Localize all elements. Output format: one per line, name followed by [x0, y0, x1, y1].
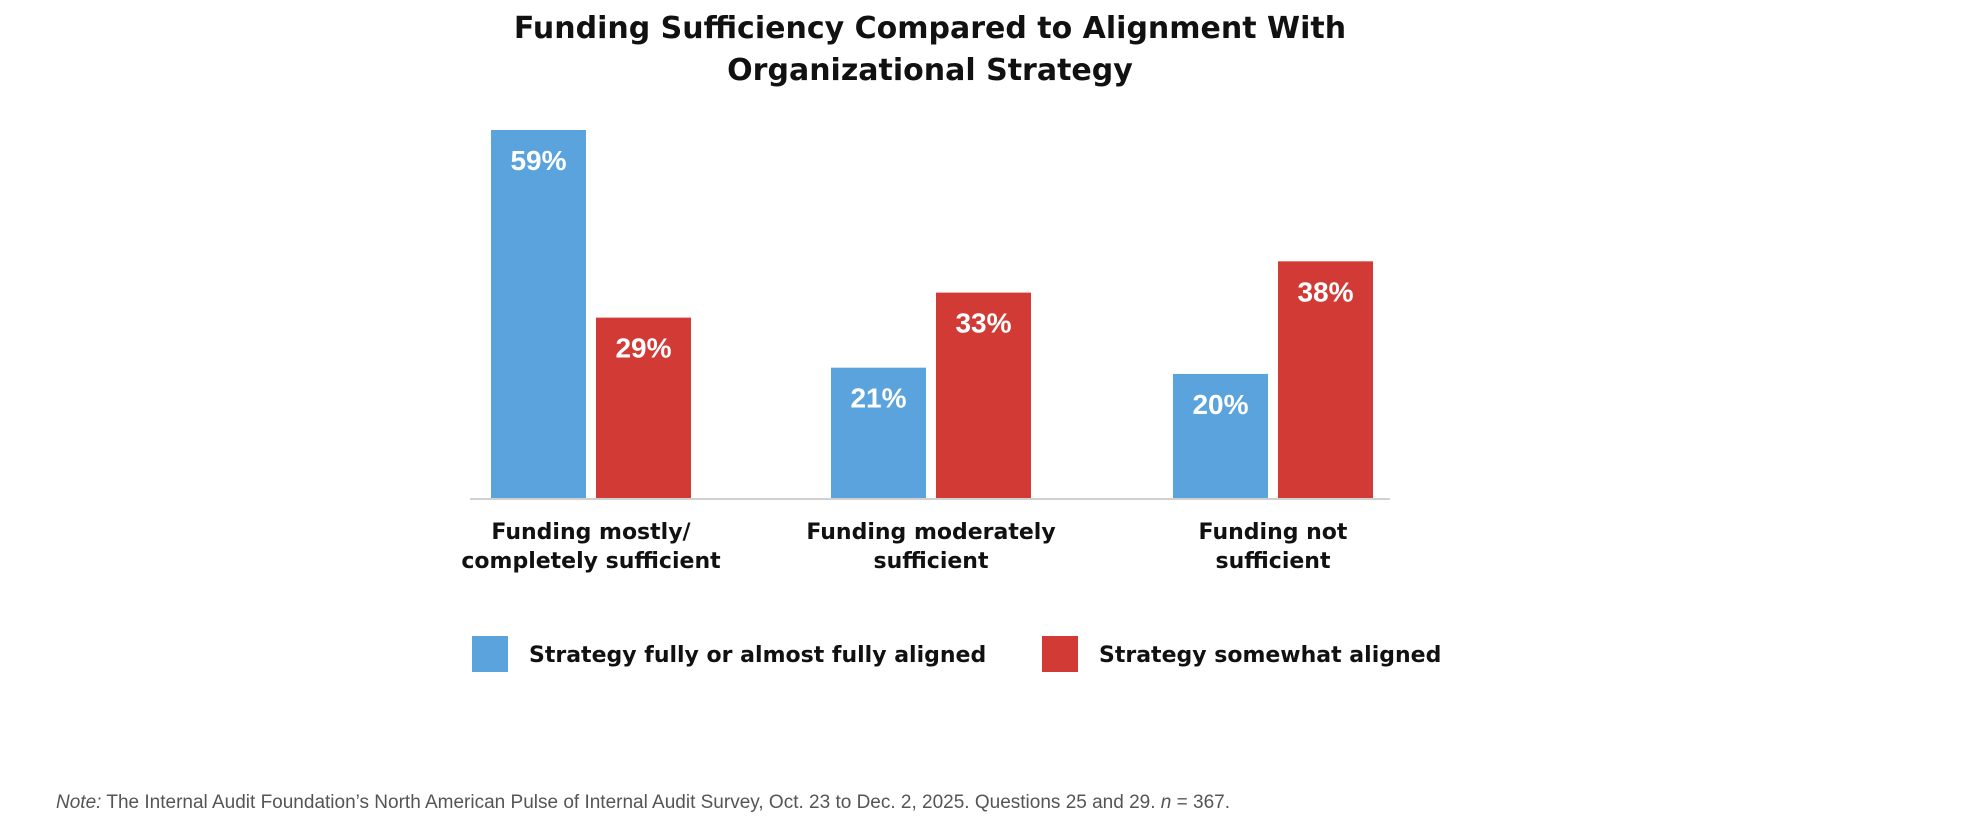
bar-series2-cat1 — [596, 317, 691, 499]
legend-label: Strategy fully or almost fully aligned — [529, 643, 986, 668]
category-label: completely sufficient — [461, 549, 721, 574]
note-n-text: = 367. — [1176, 792, 1230, 813]
bar-value-label: 20% — [1192, 389, 1248, 420]
bars-group: 59% 29% 21% 33% 20% 38% — [491, 130, 1373, 499]
legend-swatch — [472, 636, 508, 672]
category-label: Funding mostly/ — [491, 520, 691, 545]
chart-title-line-2: Organizational Strategy — [727, 53, 1133, 88]
legend-label: Strategy somewhat aligned — [1099, 643, 1441, 668]
category-label: Funding moderately — [806, 520, 1055, 545]
note-text: The Internal Audit Foundation’s North Am… — [106, 792, 1156, 813]
bar-value-label: 38% — [1297, 276, 1353, 307]
legend-swatch — [1042, 636, 1078, 672]
footnote: Note: The Internal Audit Foundation’s No… — [56, 792, 1230, 814]
category-labels: Funding mostly/completely sufficient Fund… — [461, 520, 1348, 574]
bar-series2-cat3 — [1278, 261, 1373, 499]
category-label: sufficient — [1216, 549, 1331, 574]
bar-value-label: 33% — [955, 308, 1011, 339]
note-n-symbol: n — [1160, 792, 1172, 813]
legend: Strategy fully or almost fully aligned St… — [472, 636, 1441, 672]
note-prefix: Note: — [56, 792, 102, 813]
bar-series1-cat3 — [1173, 373, 1268, 499]
bar-value-label: 21% — [850, 383, 906, 414]
bar-value-label: 59% — [510, 145, 566, 176]
category-label: Funding not — [1199, 520, 1348, 545]
category-label: sufficient — [874, 549, 989, 574]
bar-value-label: 29% — [615, 333, 671, 364]
bar-series2-cat2 — [936, 292, 1031, 499]
bar-series1-cat1 — [491, 130, 586, 499]
bar-series1-cat2 — [831, 367, 926, 499]
chart-title-line-1: Funding Sufficiency Compared to Alignmen… — [514, 11, 1346, 46]
